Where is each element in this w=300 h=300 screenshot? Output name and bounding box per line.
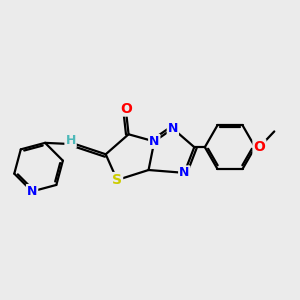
- Text: S: S: [112, 173, 122, 187]
- Text: N: N: [179, 167, 190, 179]
- Text: O: O: [120, 102, 132, 116]
- Text: O: O: [254, 140, 266, 154]
- Text: N: N: [27, 185, 37, 198]
- Text: N: N: [168, 122, 178, 135]
- Text: H: H: [65, 134, 76, 147]
- Text: N: N: [149, 135, 160, 148]
